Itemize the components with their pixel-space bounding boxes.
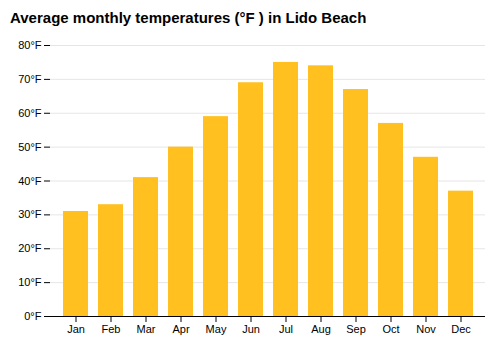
svg-text:20°F: 20°F	[18, 242, 42, 254]
html-text:Average monthly temperatures (: Average monthly temperatures (°F ) in Li…	[10, 9, 367, 26]
svg-text:Mar: Mar	[137, 323, 156, 335]
svg-text:40°F: 40°F	[18, 175, 42, 187]
svg-text:Dec: Dec	[451, 323, 471, 335]
svg-text:Aug: Aug	[311, 323, 331, 335]
svg-text:0°F: 0°F	[24, 310, 42, 322]
svg-text:Jun: Jun	[242, 323, 260, 335]
svg-text:Jan: Jan	[67, 323, 85, 335]
svg-text:Jul: Jul	[279, 323, 293, 335]
svg-text:Apr: Apr	[172, 323, 189, 335]
svg-text:Sep: Sep	[346, 323, 366, 335]
svg-text:10°F: 10°F	[18, 276, 42, 288]
svg-text:Feb: Feb	[102, 323, 121, 335]
svg-text:30°F: 30°F	[18, 208, 42, 220]
svg-text:Nov: Nov	[416, 323, 436, 335]
svg-text:May: May	[206, 323, 227, 335]
svg-text:80°F: 80°F	[18, 39, 42, 51]
svg-text:Oct: Oct	[382, 323, 399, 335]
svg-text:70°F: 70°F	[18, 73, 42, 85]
svg-text:50°F: 50°F	[18, 141, 42, 153]
svg-text:60°F: 60°F	[18, 107, 42, 119]
